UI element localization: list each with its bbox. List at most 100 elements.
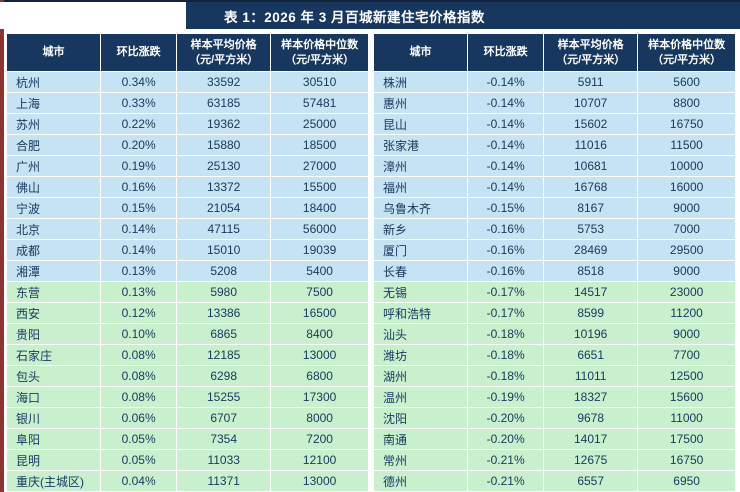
table-row: 乌鲁木齐 -0.15% 8167 9000 bbox=[372, 197, 736, 219]
table-row: 西安 0.12% 13386 16500 bbox=[5, 302, 369, 324]
table-row: 银川 0.06% 6707 8000 bbox=[5, 407, 369, 429]
table-row: 长春 -0.16% 8518 9000 bbox=[372, 260, 736, 282]
change-cell: -0.18% bbox=[467, 323, 545, 345]
change-cell: -0.18% bbox=[467, 365, 545, 387]
city-cell: 西安 bbox=[5, 302, 102, 324]
table-row: 杭州 0.34% 33592 30510 bbox=[5, 71, 369, 93]
city-cell: 福州 bbox=[372, 176, 469, 198]
avg-price-cell: 15010 bbox=[176, 239, 272, 261]
city-cell: 广州 bbox=[5, 155, 102, 177]
city-cell: 长春 bbox=[372, 260, 469, 282]
median-price-cell: 57481 bbox=[270, 92, 369, 114]
median-price-cell: 11500 bbox=[637, 134, 736, 156]
city-cell: 汕头 bbox=[372, 323, 469, 345]
table-row: 北京 0.14% 47115 56000 bbox=[5, 218, 369, 240]
header-row: 城市 环比涨跌 样本平均价格 （元/平方米） 样本价格中位数 （元/平方米） bbox=[372, 33, 736, 72]
avg-price-cell: 11033 bbox=[176, 449, 272, 471]
avg-price-cell: 9678 bbox=[543, 407, 639, 429]
median-price-cell: 18400 bbox=[270, 197, 369, 219]
median-price-cell: 29500 bbox=[637, 239, 736, 261]
avg-price-cell: 15880 bbox=[176, 134, 272, 156]
median-price-cell: 8400 bbox=[270, 323, 369, 345]
median-price-cell: 30510 bbox=[270, 71, 369, 93]
city-cell: 厦门 bbox=[372, 239, 469, 261]
table-row: 合肥 0.20% 15880 18500 bbox=[5, 134, 369, 156]
change-cell: -0.14% bbox=[467, 113, 545, 135]
column-header: 样本价格中位数 （元/平方米） bbox=[270, 33, 369, 72]
column-header: 城市 bbox=[5, 33, 102, 72]
change-cell: 0.14% bbox=[100, 218, 178, 240]
avg-price-cell: 6651 bbox=[543, 344, 639, 366]
change-cell: -0.19% bbox=[467, 386, 545, 408]
avg-price-cell: 18327 bbox=[543, 386, 639, 408]
median-price-cell: 8000 bbox=[270, 407, 369, 429]
table-row: 漳州 -0.14% 10681 10000 bbox=[372, 155, 736, 177]
median-price-cell: 11200 bbox=[637, 302, 736, 324]
avg-price-cell: 6865 bbox=[176, 323, 272, 345]
avg-price-cell: 12675 bbox=[543, 449, 639, 471]
falling-cities-table: 城市 环比涨跌 样本平均价格 （元/平方米） 样本价格中位数 （元/平方米） 株洲 -0.1… bbox=[372, 33, 736, 492]
median-price-cell: 16750 bbox=[637, 113, 736, 135]
city-cell: 北京 bbox=[5, 218, 102, 240]
city-cell: 呼和浩特 bbox=[372, 302, 469, 324]
city-cell: 温州 bbox=[372, 386, 469, 408]
avg-price-cell: 8599 bbox=[543, 302, 639, 324]
city-cell: 银川 bbox=[5, 407, 102, 429]
table-row: 昆山 -0.14% 15602 16750 bbox=[372, 113, 736, 135]
avg-price-cell: 19362 bbox=[176, 113, 272, 135]
city-cell: 惠州 bbox=[372, 92, 469, 114]
table-row: 无锡 -0.17% 14517 23000 bbox=[372, 281, 736, 303]
city-cell: 重庆(主城区) bbox=[5, 470, 102, 492]
table-row: 常州 -0.21% 12675 16750 bbox=[372, 449, 736, 471]
tables-container: 城市 环比涨跌 样本平均价格 （元/平方米） 样本价格中位数 （元/平方米） 杭州 0.34… bbox=[5, 33, 736, 492]
change-cell: -0.15% bbox=[467, 197, 545, 219]
median-price-cell: 16750 bbox=[637, 449, 736, 471]
left-edge-accent bbox=[0, 0, 4, 492]
median-price-cell: 6800 bbox=[270, 365, 369, 387]
avg-price-cell: 5980 bbox=[176, 281, 272, 303]
table-row: 上海 0.33% 63185 57481 bbox=[5, 92, 369, 114]
table-row: 汕头 -0.18% 10196 9000 bbox=[372, 323, 736, 345]
change-cell: -0.16% bbox=[467, 239, 545, 261]
median-price-cell: 5400 bbox=[270, 260, 369, 282]
avg-price-cell: 6298 bbox=[176, 365, 272, 387]
change-cell: 0.34% bbox=[100, 71, 178, 93]
table-row: 成都 0.14% 15010 19039 bbox=[5, 239, 369, 261]
avg-price-cell: 25130 bbox=[176, 155, 272, 177]
table-row: 新乡 -0.16% 5753 7000 bbox=[372, 218, 736, 240]
avg-price-cell: 6557 bbox=[543, 470, 639, 492]
column-header: 样本平均价格 （元/平方米） bbox=[176, 33, 272, 72]
change-cell: -0.17% bbox=[467, 302, 545, 324]
table-row: 东营 0.13% 5980 7500 bbox=[5, 281, 369, 303]
avg-price-cell: 28469 bbox=[543, 239, 639, 261]
median-price-cell: 11000 bbox=[637, 407, 736, 429]
title-bar: 表 1：2026 年 3 月百城新建住宅价格指数 bbox=[0, 2, 740, 29]
column-header: 样本平均价格 （元/平方米） bbox=[543, 33, 639, 72]
median-price-cell: 17300 bbox=[270, 386, 369, 408]
change-cell: -0.14% bbox=[467, 92, 545, 114]
change-cell: 0.04% bbox=[100, 470, 178, 492]
table-row: 湖州 -0.18% 11011 12500 bbox=[372, 365, 736, 387]
city-cell: 贵阳 bbox=[5, 323, 102, 345]
table-row: 阜阳 0.05% 7354 7200 bbox=[5, 428, 369, 450]
city-cell: 海口 bbox=[5, 386, 102, 408]
median-price-cell: 7200 bbox=[270, 428, 369, 450]
median-price-cell: 7700 bbox=[637, 344, 736, 366]
change-cell: 0.33% bbox=[100, 92, 178, 114]
table-row: 宁波 0.15% 21054 18400 bbox=[5, 197, 369, 219]
avg-price-cell: 5208 bbox=[176, 260, 272, 282]
table-row: 温州 -0.19% 18327 15600 bbox=[372, 386, 736, 408]
table-row: 沈阳 -0.20% 9678 11000 bbox=[372, 407, 736, 429]
table-row: 张家港 -0.14% 11016 11500 bbox=[372, 134, 736, 156]
top-border-line bbox=[0, 0, 740, 2]
median-price-cell: 12500 bbox=[637, 365, 736, 387]
city-cell: 杭州 bbox=[5, 71, 102, 93]
avg-price-cell: 13372 bbox=[176, 176, 272, 198]
table-row: 重庆(主城区) 0.04% 11371 13000 bbox=[5, 470, 369, 492]
city-cell: 无锡 bbox=[372, 281, 469, 303]
median-price-cell: 9000 bbox=[637, 323, 736, 345]
change-cell: -0.20% bbox=[467, 407, 545, 429]
table-row: 广州 0.19% 25130 27000 bbox=[5, 155, 369, 177]
city-cell: 苏州 bbox=[5, 113, 102, 135]
